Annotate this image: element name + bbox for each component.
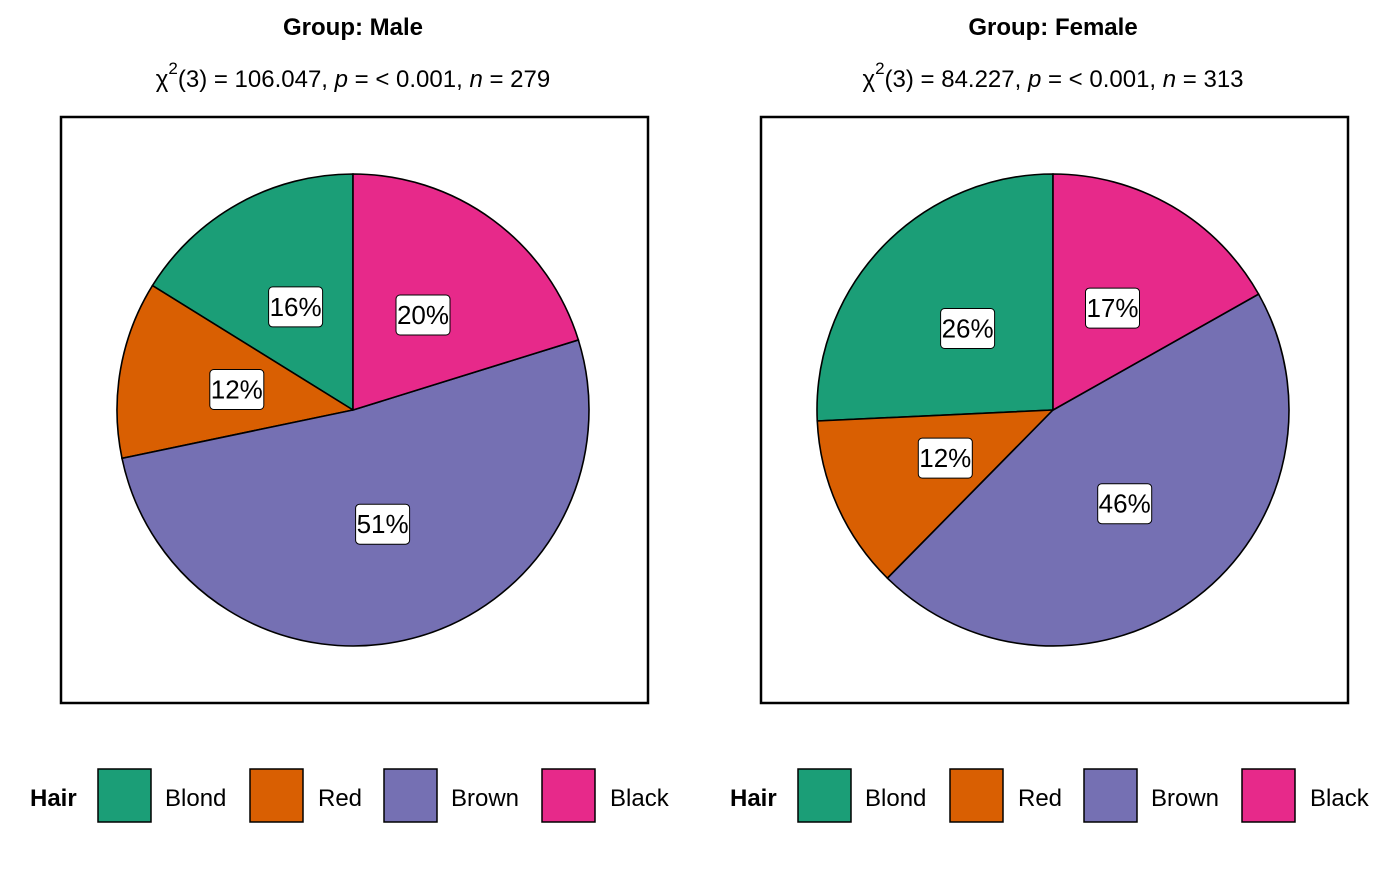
slice-label-box [268, 286, 324, 328]
legend-swatch-red [949, 768, 1004, 823]
legend-swatch-blond [97, 768, 152, 823]
slice-label-red: 12% [917, 437, 973, 479]
slice-label-box [395, 294, 451, 336]
legend-label-red: Red [1018, 785, 1062, 812]
slice-label-text: 12% [211, 375, 263, 405]
pie-slice-blond [151, 173, 354, 412]
slice-label-brown: 51% [355, 503, 411, 545]
slice-label-black: 17% [1085, 287, 1140, 329]
slice-label-text: 51% [357, 509, 409, 539]
slice-label-text: 17% [1086, 293, 1138, 323]
panel-border [59, 115, 650, 705]
legend-swatch-brown [1083, 768, 1138, 823]
pie-slice-red [816, 409, 1056, 580]
pie-slice-black [1052, 173, 1260, 412]
legend-label-red: Red [318, 785, 362, 812]
panel-border [759, 115, 1350, 705]
legend-label-black: Black [1310, 785, 1370, 812]
legend-label-blond: Blond [865, 785, 926, 812]
legend-female: Hair Blond Red Brown Black [730, 768, 1370, 823]
panel-male: Group: Male χ2(3) = 106.047, p = < 0.001… [59, 14, 650, 705]
slice-label-text: 16% [270, 292, 322, 322]
pie-slice-black [352, 173, 580, 412]
pie-female: 26% 12% 46% 17% [816, 173, 1290, 647]
slice-label-text: 20% [397, 300, 449, 330]
legend-title: Hair [730, 785, 777, 812]
pie-male: 16% 12% 51% 20% [116, 173, 590, 647]
slice-label-box [1085, 287, 1140, 329]
legend-label-black: Black [610, 785, 670, 812]
slice-label-box [917, 437, 973, 479]
pie-slice-brown [121, 338, 590, 647]
slice-label-box [355, 503, 411, 545]
legend-swatch-blond [797, 768, 852, 823]
slice-label-text: 12% [919, 443, 971, 473]
slice-label-box [1097, 483, 1153, 525]
panel-female: Group: Female χ2(3) = 84.227, p = < 0.00… [759, 14, 1350, 705]
pie-slice-blond [816, 173, 1054, 422]
slice-label-box [209, 369, 265, 410]
slice-label-box [940, 308, 996, 349]
slice-label-text: 26% [942, 314, 994, 344]
panel-subtitle: χ2(3) = 84.227, p = < 0.001, n = 313 [862, 59, 1243, 93]
panel-title: Group: Male [283, 14, 423, 41]
slice-label-text: 46% [1099, 489, 1151, 519]
legend-label-blond: Blond [165, 785, 226, 812]
slice-label-blond: 26% [940, 308, 996, 349]
legend-swatch-brown [383, 768, 438, 823]
legend-swatch-black [1241, 768, 1296, 823]
legend-label-brown: Brown [1151, 785, 1219, 812]
slice-label-red: 12% [209, 369, 265, 410]
panel-subtitle: χ2(3) = 106.047, p = < 0.001, n = 279 [156, 59, 550, 93]
slice-label-black: 20% [395, 294, 451, 336]
legend-label-brown: Brown [451, 785, 519, 812]
legend-title: Hair [30, 785, 77, 812]
panel-title: Group: Female [968, 14, 1137, 41]
slice-label-brown: 46% [1097, 483, 1153, 525]
legend-swatch-red [249, 768, 304, 823]
slice-label-blond: 16% [268, 286, 324, 328]
legend-swatch-black [541, 768, 596, 823]
legend-male: Hair Blond Red Brown Black [30, 768, 670, 823]
pie-slice-brown [886, 293, 1290, 647]
